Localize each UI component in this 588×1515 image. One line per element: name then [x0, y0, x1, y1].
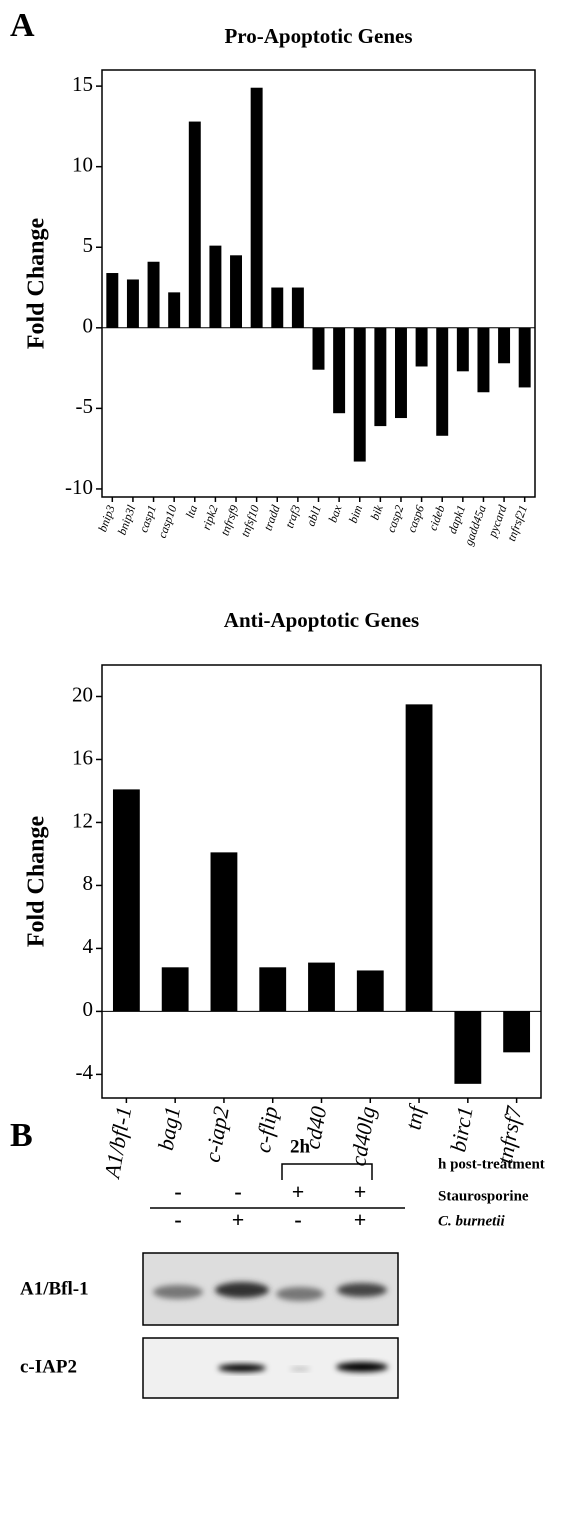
y-tick-label: 16 — [72, 745, 93, 769]
y-axis-label: Fold Change — [24, 815, 50, 947]
row-label: A1/Bfl-1 — [20, 1278, 89, 1299]
condition-sign: - — [234, 1179, 241, 1204]
bar — [333, 328, 345, 413]
condition-label: C. burnetii — [438, 1213, 506, 1229]
condition-sign: - — [174, 1179, 181, 1204]
band — [276, 1287, 324, 1301]
y-tick-label: 15 — [72, 72, 93, 96]
x-tick-label: bim — [346, 503, 365, 525]
bar — [168, 292, 180, 327]
bar — [436, 328, 448, 436]
condition-sign: - — [174, 1207, 181, 1232]
figure: A B 2h h post-treatment Staurosporine C.… — [0, 0, 588, 1515]
condition-sign: + — [354, 1179, 367, 1204]
panel-label: B — [10, 1117, 33, 1154]
bar — [148, 262, 160, 328]
x-tick-label: tnf — [400, 1102, 429, 1132]
y-tick-label: -10 — [65, 475, 93, 499]
band — [153, 1285, 203, 1299]
band — [218, 1364, 266, 1372]
y-tick-label: 12 — [72, 808, 93, 832]
condition-label: Staurosporine — [438, 1188, 529, 1204]
x-tick-label: bnip3l — [115, 503, 139, 537]
bar — [477, 328, 489, 392]
condition-sign: + — [354, 1207, 367, 1232]
bar — [416, 328, 428, 367]
y-tick-label: 4 — [83, 934, 94, 958]
bar — [127, 279, 139, 327]
x-tick-label: tradd — [261, 502, 283, 532]
band — [337, 1283, 387, 1297]
x-tick-label: bik — [368, 503, 386, 522]
panel-label: A — [10, 7, 35, 44]
bar — [292, 288, 304, 328]
x-tick-label: cideb — [426, 503, 448, 532]
y-tick-label: 0 — [83, 997, 94, 1021]
plot-frame — [102, 70, 535, 497]
bar — [230, 255, 242, 328]
chart-title: Pro-Apoptotic Genes — [224, 24, 412, 48]
bar — [354, 328, 366, 462]
x-tick-label: casp2 — [384, 503, 407, 534]
band — [215, 1282, 269, 1298]
bar — [374, 328, 386, 426]
x-tick-label: ripk2 — [199, 503, 221, 532]
x-tick-label: c-flip — [250, 1104, 283, 1154]
condition-sign: - — [294, 1207, 301, 1232]
y-tick-label: -5 — [76, 394, 94, 418]
x-tick-label: lta — [183, 503, 200, 520]
y-tick-label: 0 — [83, 314, 94, 338]
bar — [519, 328, 531, 388]
bar — [162, 967, 189, 1011]
x-tick-label: bag1 — [153, 1104, 185, 1152]
x-tick-label: bnip3 — [95, 503, 118, 533]
bar — [503, 1011, 530, 1052]
x-tick-label: c-iap2 — [199, 1104, 233, 1164]
condition-sign: + — [292, 1179, 305, 1204]
x-tick-label: casp6 — [404, 503, 427, 534]
x-tick-label: traf3 — [282, 503, 303, 530]
bar — [113, 789, 140, 1011]
bar — [106, 273, 118, 328]
bar — [251, 88, 263, 328]
bar — [457, 328, 469, 372]
x-tick-label: birc1 — [445, 1104, 478, 1153]
x-tick-label: bax — [325, 503, 344, 525]
bar — [211, 852, 238, 1011]
band — [336, 1362, 388, 1372]
chart-title: Anti-Apoptotic Genes — [224, 608, 419, 632]
bar — [498, 328, 510, 363]
band — [290, 1367, 310, 1371]
x-tick-label: cd40 — [299, 1104, 331, 1150]
bar — [259, 967, 286, 1011]
x-tick-label: cd40lg — [345, 1104, 380, 1167]
bar — [454, 1011, 481, 1083]
y-tick-label: 5 — [83, 233, 94, 257]
x-tick-label: A1/bfl-1 — [99, 1104, 136, 1181]
bar — [313, 328, 325, 370]
y-tick-label: 8 — [83, 871, 94, 895]
row-label: c-IAP2 — [20, 1356, 77, 1377]
condition-sign: + — [232, 1207, 245, 1232]
y-tick-label: -4 — [76, 1060, 94, 1084]
bar — [209, 246, 221, 328]
y-tick-label: 10 — [72, 152, 93, 176]
bar — [357, 970, 384, 1011]
bar — [271, 288, 283, 328]
x-tick-label: abl1 — [303, 503, 323, 528]
bar — [395, 328, 407, 418]
x-tick-label: casp1 — [136, 503, 159, 534]
x-tick-label: tnfsf10 — [238, 503, 262, 538]
bar — [406, 704, 433, 1011]
y-tick-label: 20 — [72, 682, 93, 706]
bar — [308, 963, 335, 1012]
y-axis-label: Fold Change — [24, 217, 50, 349]
bar — [189, 122, 201, 328]
